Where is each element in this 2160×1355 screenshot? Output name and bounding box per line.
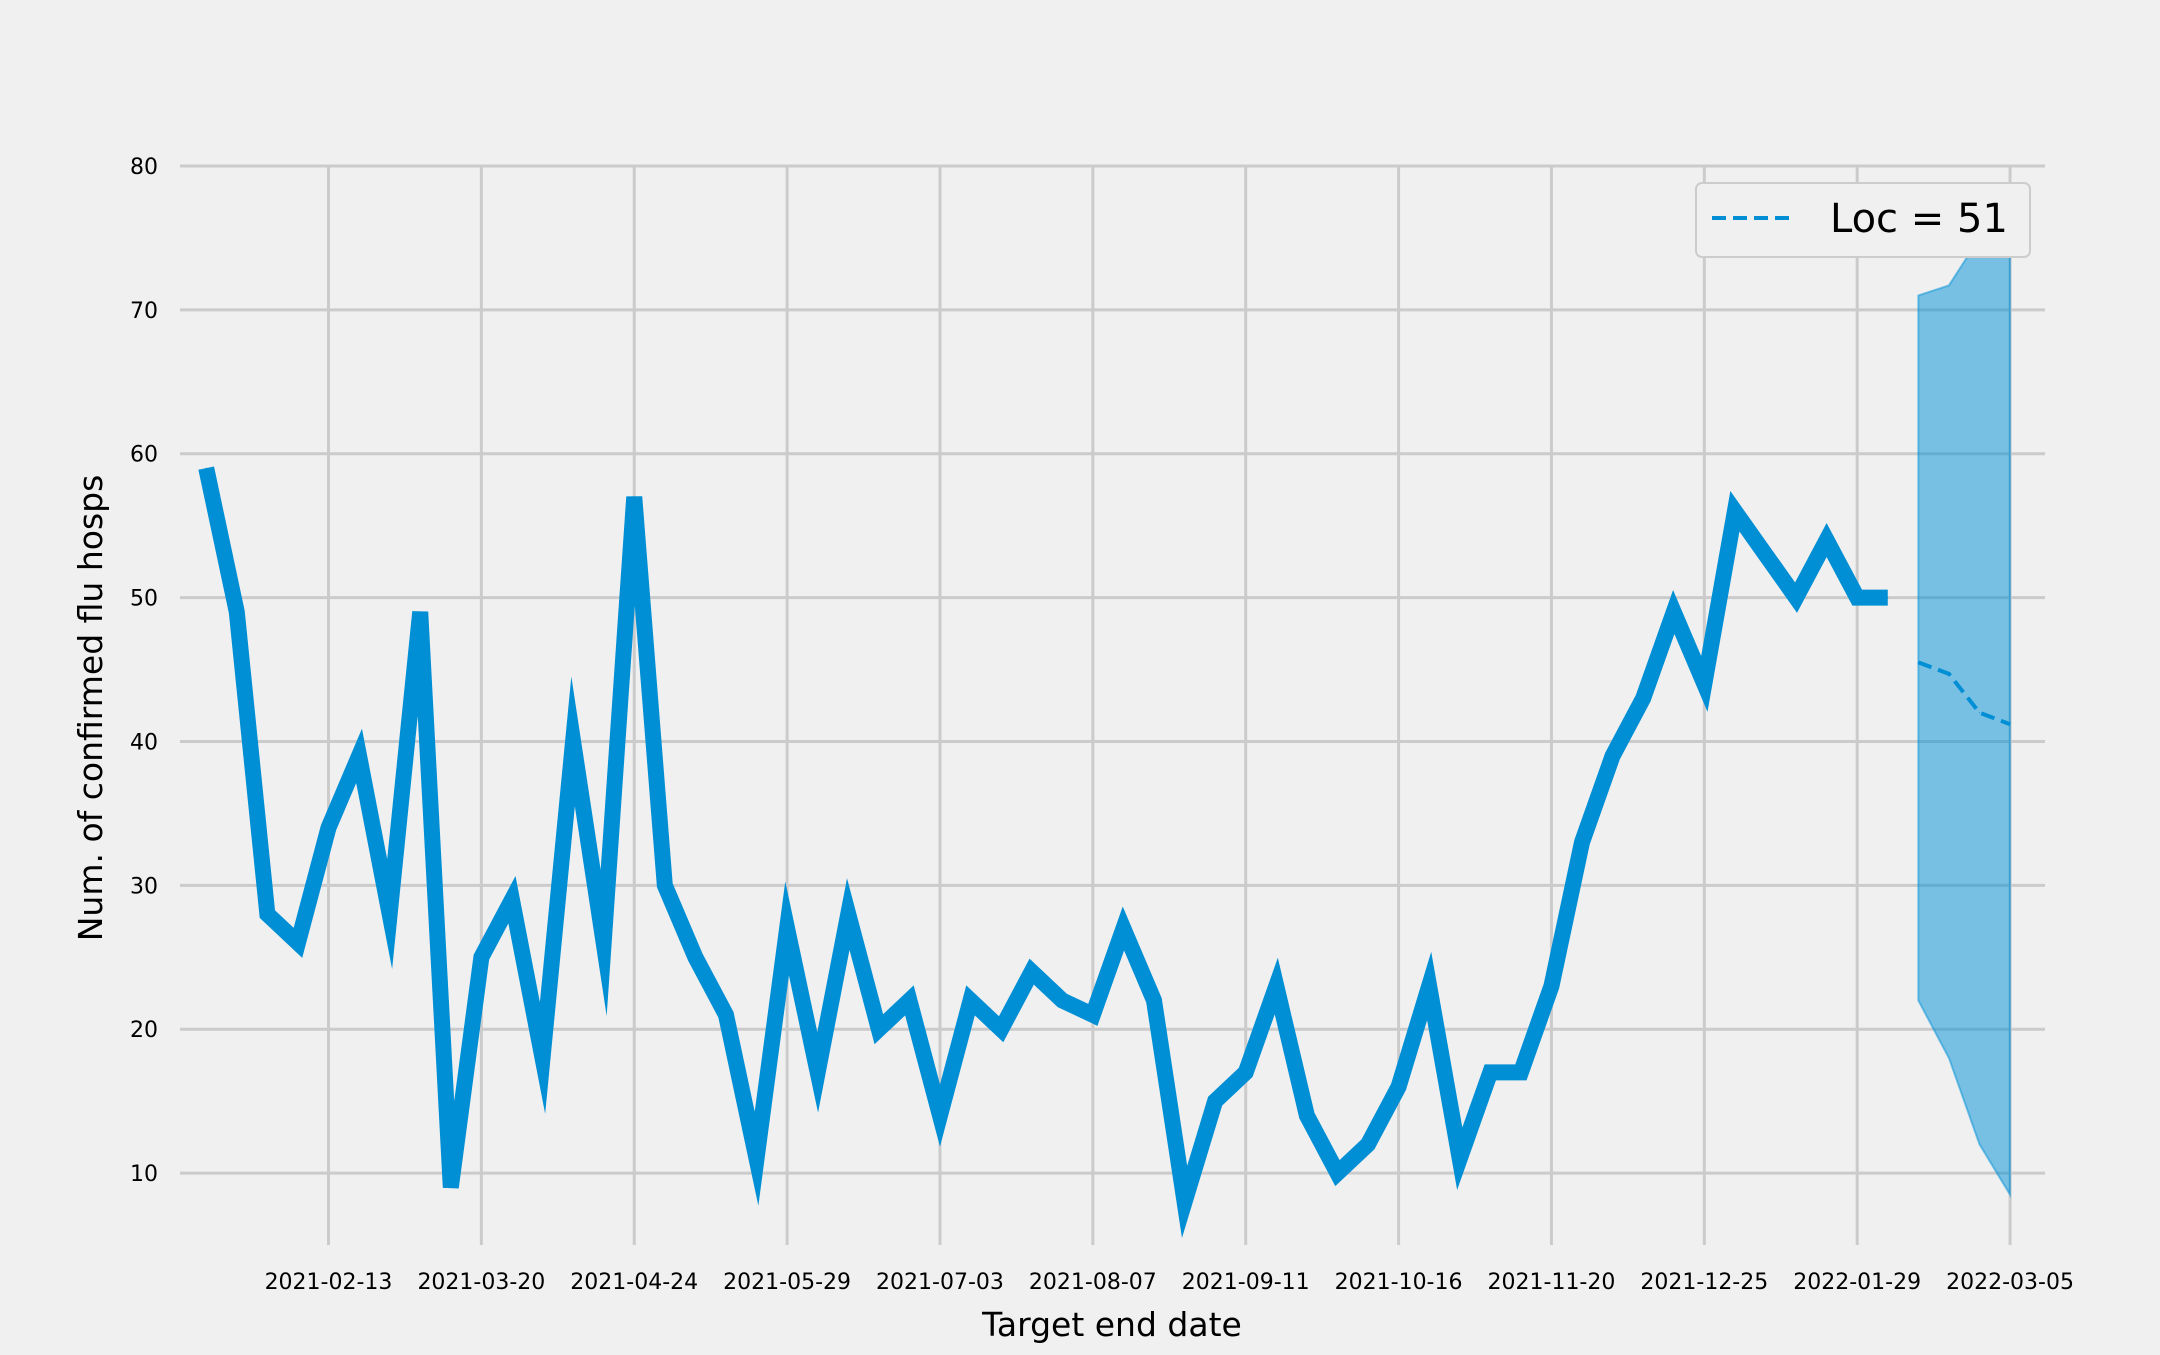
observed-point bbox=[450, 1186, 452, 1188]
observed-point bbox=[603, 942, 605, 944]
series-layer bbox=[198, 466, 2011, 1238]
forecast-band-layer bbox=[1917, 206, 2012, 1199]
observed-point bbox=[908, 999, 910, 1001]
observed-point bbox=[939, 1115, 941, 1117]
observed-point bbox=[786, 927, 788, 929]
x-tick-label: 2021-10-16 bbox=[1335, 1270, 1463, 1295]
observed-point bbox=[1031, 971, 1033, 973]
observed-point bbox=[725, 1014, 727, 1016]
observed-point bbox=[1153, 999, 1155, 1001]
observed-point bbox=[1887, 597, 1889, 599]
observed-point bbox=[970, 999, 972, 1001]
observed-point bbox=[694, 956, 696, 958]
legend: Loc = 51 bbox=[1695, 182, 2031, 258]
legend-box bbox=[1695, 182, 2031, 258]
y-tick-label: 40 bbox=[130, 730, 158, 755]
observed-point bbox=[1245, 1071, 1247, 1073]
observed-point bbox=[1398, 1086, 1400, 1088]
observed-point bbox=[572, 740, 574, 742]
observed-point bbox=[817, 1071, 819, 1073]
observed-point bbox=[358, 755, 360, 757]
observed-point bbox=[1612, 755, 1614, 757]
observed-point bbox=[878, 1028, 880, 1030]
observed-point bbox=[389, 913, 391, 915]
y-tick-label: 50 bbox=[130, 587, 158, 612]
observed-point bbox=[1520, 1071, 1522, 1073]
forecast-point bbox=[1917, 661, 1919, 663]
x-tick-label: 2021-12-25 bbox=[1640, 1270, 1768, 1295]
observed-point bbox=[1275, 985, 1277, 987]
observed-point bbox=[1367, 1143, 1369, 1145]
observed-point bbox=[1795, 597, 1797, 599]
observed-point bbox=[1734, 510, 1736, 512]
forecast-point bbox=[2009, 723, 2011, 725]
observed-point bbox=[1489, 1071, 1491, 1073]
x-tick-label: 2021-09-11 bbox=[1182, 1270, 1310, 1295]
observed-point bbox=[480, 956, 482, 958]
x-tick-label: 2021-04-24 bbox=[570, 1270, 698, 1295]
x-tick-label: 2021-11-20 bbox=[1488, 1270, 1616, 1295]
observed-point bbox=[266, 913, 268, 915]
x-tick-label: 2021-03-20 bbox=[417, 1270, 545, 1295]
forecast-point bbox=[1948, 673, 1950, 675]
observed-point bbox=[1184, 1201, 1186, 1203]
observed-point bbox=[1642, 697, 1644, 699]
y-tick-label: 30 bbox=[130, 874, 158, 899]
observed-series-line bbox=[198, 466, 1888, 1238]
observed-point bbox=[1214, 1100, 1216, 1102]
observed-point bbox=[1306, 1115, 1308, 1117]
y-tick-label: 60 bbox=[130, 443, 158, 468]
observed-point bbox=[1092, 1014, 1094, 1016]
observed-point bbox=[1764, 553, 1766, 555]
observed-point bbox=[419, 611, 421, 613]
x-tick-label: 2021-05-29 bbox=[723, 1270, 851, 1295]
observed-point bbox=[847, 913, 849, 915]
y-axis-label: Num. of confirmed flu hosps bbox=[71, 475, 110, 942]
y-tick-label: 80 bbox=[130, 155, 158, 180]
observed-point bbox=[1336, 1172, 1338, 1174]
observed-point bbox=[1122, 927, 1124, 929]
x-axis-ticks: 2021-02-13 2021-03-20 2021-04-24 2021-05-29… bbox=[265, 1270, 2074, 1295]
observed-point bbox=[1428, 985, 1430, 987]
x-tick-label: 2021-02-13 bbox=[265, 1270, 393, 1295]
x-axis-label: Target end date bbox=[981, 1305, 1242, 1344]
forecast-interval-band bbox=[1917, 206, 2012, 1199]
observed-point bbox=[297, 942, 299, 944]
observed-point bbox=[1673, 611, 1675, 613]
forecast-point bbox=[1978, 712, 1980, 714]
observed-point bbox=[511, 899, 513, 901]
observed-point bbox=[328, 827, 330, 829]
y-tick-label: 70 bbox=[130, 299, 158, 324]
x-tick-label: 2021-08-07 bbox=[1029, 1270, 1157, 1295]
observed-point bbox=[664, 884, 666, 886]
x-tick-label: 2021-07-03 bbox=[876, 1270, 1004, 1295]
observed-point bbox=[542, 1057, 544, 1059]
observed-point bbox=[1061, 999, 1063, 1001]
legend-label: Loc = 51 bbox=[1830, 196, 2008, 242]
y-axis-ticks: 10 20 30 40 50 60 70 80 bbox=[130, 155, 158, 1187]
y-tick-label: 10 bbox=[130, 1162, 158, 1187]
observed-point bbox=[1581, 841, 1583, 843]
observed-point bbox=[236, 611, 238, 613]
observed-point bbox=[1550, 985, 1552, 987]
x-tick-label: 2022-03-05 bbox=[1946, 1270, 2074, 1295]
observed-point bbox=[1703, 683, 1705, 685]
observed-point bbox=[633, 496, 635, 498]
observed-point bbox=[1826, 539, 1828, 541]
y-tick-label: 20 bbox=[130, 1018, 158, 1043]
x-tick-label: 2022-01-29 bbox=[1793, 1270, 1921, 1295]
observed-point bbox=[1000, 1028, 1002, 1030]
observed-point bbox=[756, 1158, 758, 1160]
observed-point bbox=[1856, 597, 1858, 599]
observed-point bbox=[205, 467, 207, 469]
observed-point bbox=[1459, 1158, 1461, 1160]
